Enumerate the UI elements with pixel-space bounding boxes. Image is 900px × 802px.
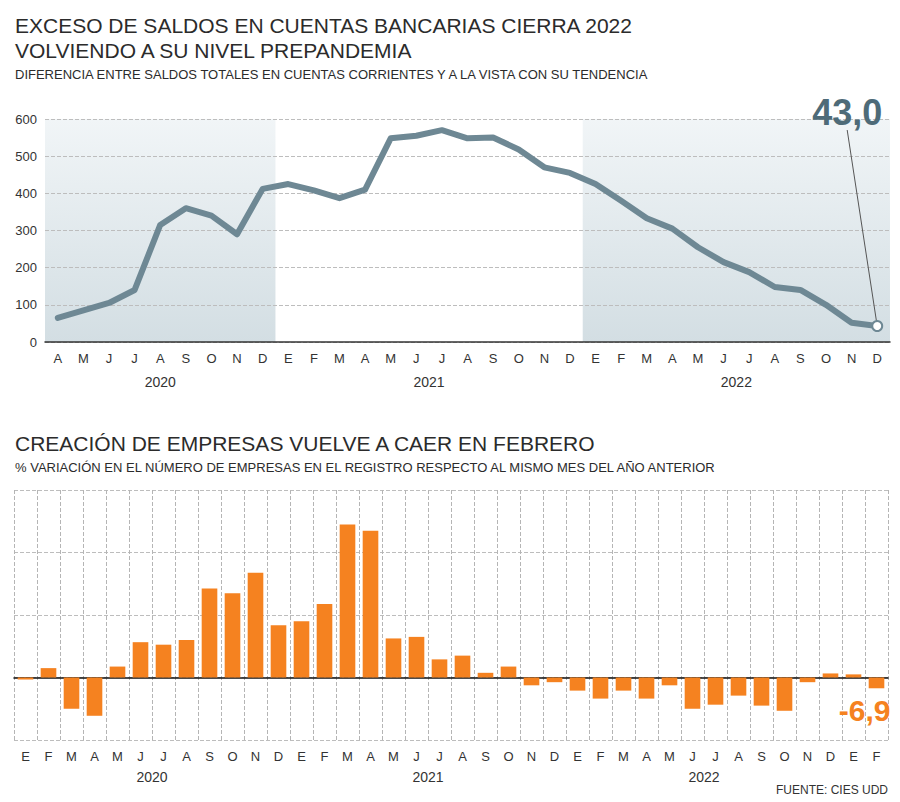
svg-text:400: 400 bbox=[15, 186, 37, 201]
svg-text:600: 600 bbox=[15, 112, 37, 127]
svg-text:M: M bbox=[664, 749, 675, 764]
svg-text:A: A bbox=[361, 351, 370, 366]
svg-text:A: A bbox=[458, 749, 467, 764]
svg-text:S: S bbox=[796, 351, 805, 366]
svg-text:F: F bbox=[873, 749, 881, 764]
svg-text:F: F bbox=[45, 749, 53, 764]
svg-text:2022: 2022 bbox=[688, 769, 719, 785]
svg-text:A: A bbox=[90, 749, 99, 764]
svg-text:J: J bbox=[439, 351, 446, 366]
svg-text:N: N bbox=[232, 351, 241, 366]
svg-text:M: M bbox=[388, 749, 399, 764]
svg-text:S: S bbox=[481, 749, 490, 764]
svg-text:O: O bbox=[821, 351, 831, 366]
svg-text:DIFERENCIA ENTRE SALDOS TOTALE: DIFERENCIA ENTRE SALDOS TOTALES EN CUENT… bbox=[15, 67, 648, 82]
svg-text:D: D bbox=[565, 351, 574, 366]
svg-text:A: A bbox=[770, 351, 779, 366]
svg-text:O: O bbox=[206, 351, 216, 366]
svg-text:O: O bbox=[779, 749, 789, 764]
svg-text:M: M bbox=[66, 749, 77, 764]
svg-text:J: J bbox=[137, 749, 144, 764]
svg-text:E: E bbox=[297, 749, 306, 764]
svg-text:VOLVIENDO A SU NIVEL PREPANDEM: VOLVIENDO A SU NIVEL PREPANDEMIA bbox=[15, 39, 411, 62]
svg-text:J: J bbox=[436, 749, 443, 764]
svg-text:E: E bbox=[284, 351, 293, 366]
svg-text:FUENTE: CIES UDD: FUENTE: CIES UDD bbox=[776, 783, 888, 797]
svg-text:2021: 2021 bbox=[414, 374, 445, 390]
svg-text:D: D bbox=[274, 749, 283, 764]
svg-text:S: S bbox=[489, 351, 498, 366]
svg-text:S: S bbox=[757, 749, 766, 764]
svg-text:M: M bbox=[618, 749, 629, 764]
svg-text:J: J bbox=[689, 749, 696, 764]
svg-text:J: J bbox=[413, 749, 420, 764]
svg-text:A: A bbox=[366, 749, 375, 764]
svg-text:500: 500 bbox=[15, 149, 37, 164]
svg-text:S: S bbox=[205, 749, 214, 764]
svg-text:43,0: 43,0 bbox=[812, 92, 882, 133]
svg-text:100: 100 bbox=[15, 297, 37, 312]
svg-text:F: F bbox=[617, 351, 625, 366]
svg-text:0: 0 bbox=[30, 335, 37, 350]
svg-text:200: 200 bbox=[15, 260, 37, 275]
svg-text:E: E bbox=[849, 749, 858, 764]
svg-text:D: D bbox=[258, 351, 267, 366]
svg-text:M: M bbox=[78, 351, 89, 366]
svg-text:A: A bbox=[156, 351, 165, 366]
svg-text:N: N bbox=[847, 351, 856, 366]
svg-text:N: N bbox=[540, 351, 549, 366]
svg-text:M: M bbox=[385, 351, 396, 366]
svg-text:F: F bbox=[597, 749, 605, 764]
svg-text:D: D bbox=[826, 749, 835, 764]
svg-text:J: J bbox=[131, 351, 138, 366]
svg-text:D: D bbox=[550, 749, 559, 764]
svg-text:2020: 2020 bbox=[136, 769, 167, 785]
svg-text:A: A bbox=[463, 351, 472, 366]
svg-text:J: J bbox=[106, 351, 113, 366]
svg-text:E: E bbox=[573, 749, 582, 764]
svg-text:O: O bbox=[514, 351, 524, 366]
svg-text:CREACIÓN DE EMPRESAS VUELVE A: CREACIÓN DE EMPRESAS VUELVE A CAER EN FE… bbox=[15, 432, 595, 455]
svg-text:E: E bbox=[591, 351, 600, 366]
svg-text:M: M bbox=[693, 351, 704, 366]
svg-text:J: J bbox=[160, 749, 167, 764]
svg-text:S: S bbox=[181, 351, 190, 366]
svg-text:N: N bbox=[527, 749, 536, 764]
svg-text:O: O bbox=[227, 749, 237, 764]
svg-text:D: D bbox=[873, 351, 882, 366]
svg-text:J: J bbox=[746, 351, 753, 366]
svg-text:2021: 2021 bbox=[412, 769, 443, 785]
svg-text:A: A bbox=[734, 749, 743, 764]
svg-text:300: 300 bbox=[15, 223, 37, 238]
svg-text:-6,9: -6,9 bbox=[839, 694, 891, 727]
svg-text:F: F bbox=[321, 749, 329, 764]
svg-text:N: N bbox=[803, 749, 812, 764]
svg-text:EXCESO DE SALDOS EN CUENTAS BA: EXCESO DE SALDOS EN CUENTAS BANCARIAS CI… bbox=[15, 14, 632, 37]
svg-text:2020: 2020 bbox=[145, 374, 176, 390]
svg-text:A: A bbox=[53, 351, 62, 366]
svg-text:A: A bbox=[642, 749, 651, 764]
svg-text:M: M bbox=[342, 749, 353, 764]
svg-text:M: M bbox=[641, 351, 652, 366]
svg-text:% VARIACIÓN EN EL NÚMERO DE EM: % VARIACIÓN EN EL NÚMERO DE EMPRESAS EN … bbox=[15, 460, 715, 475]
svg-text:F: F bbox=[310, 351, 318, 366]
svg-text:J: J bbox=[720, 351, 727, 366]
svg-text:N: N bbox=[251, 749, 260, 764]
svg-text:J: J bbox=[413, 351, 420, 366]
svg-text:A: A bbox=[668, 351, 677, 366]
svg-text:M: M bbox=[334, 351, 345, 366]
svg-text:O: O bbox=[503, 749, 513, 764]
svg-text:E: E bbox=[21, 749, 30, 764]
svg-text:J: J bbox=[712, 749, 719, 764]
svg-text:A: A bbox=[182, 749, 191, 764]
svg-text:M: M bbox=[112, 749, 123, 764]
svg-text:2022: 2022 bbox=[721, 374, 752, 390]
